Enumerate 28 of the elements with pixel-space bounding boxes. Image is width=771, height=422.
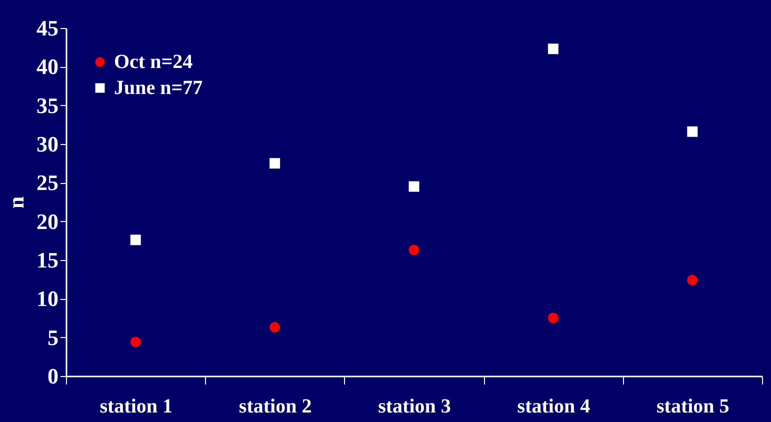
x-tick-label: station 2 [238,396,312,418]
point [687,126,698,137]
y-tick-label: 0 [48,364,58,388]
y-tick-label: 20 [36,208,58,234]
point [130,336,141,348]
y-tick-label: 10 [36,286,58,312]
x-tick-label: station 5 [656,396,730,418]
point [408,244,420,256]
x-tick-label: station 4 [517,396,590,418]
point [408,181,420,192]
point [687,274,698,286]
legend-label: June n=77 [114,77,203,99]
y-tick-label: 30 [36,132,58,156]
y-axis-title: n [4,196,28,209]
point [270,158,280,169]
y-tick-label: 5 [48,324,58,350]
y-tick-label: 35 [36,92,58,118]
point [130,234,141,246]
y-tick-label: 45 [36,16,58,40]
y-tick-label: 15 [36,248,58,272]
legend-label: Oct n=24 [114,51,193,73]
point [548,312,558,324]
x-tick-label: station 3 [378,396,451,418]
point [270,322,280,333]
y-tick-label: 25 [36,170,58,196]
x-tick-label: station 1 [100,396,172,418]
point [548,44,558,54]
y-tick-label: 40 [36,54,58,80]
